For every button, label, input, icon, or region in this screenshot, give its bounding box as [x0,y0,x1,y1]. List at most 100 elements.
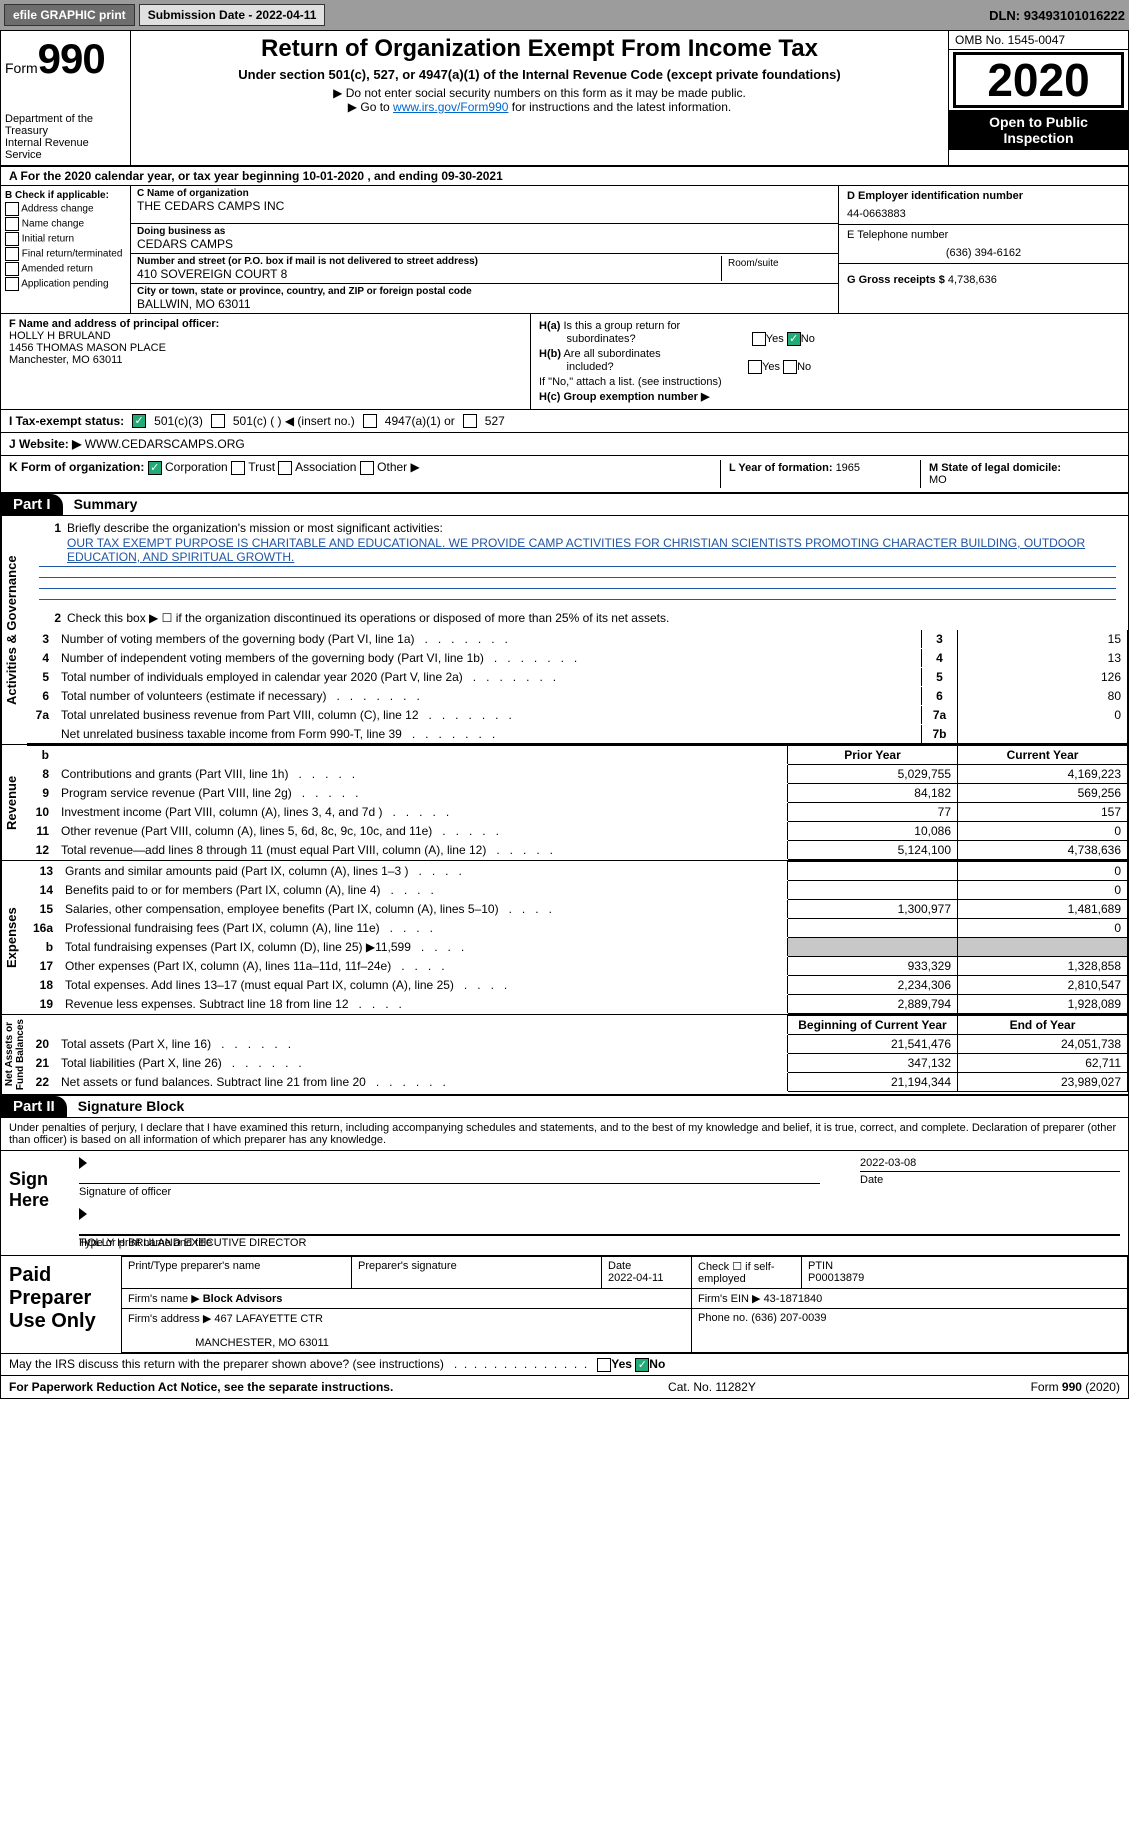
hb-note: If "No," attach a list. (see instruction… [539,376,1120,388]
table-row: 4Number of independent voting members of… [27,649,1128,668]
paid-preparer-block: PaidPreparerUse Only Print/Type preparer… [1,1255,1128,1353]
dba: CEDARS CAMPS [137,237,832,251]
may-yes[interactable] [597,1358,611,1372]
footer-left: For Paperwork Reduction Act Notice, see … [9,1380,393,1394]
cb-app[interactable]: Application pending [5,277,126,291]
cb-amend[interactable]: Amended return [5,262,126,276]
org-name-label: C Name of organization [137,188,832,199]
section-bcd: B Check if applicable: Address change Na… [1,186,1128,314]
header-left: Form990 Department of theTreasuryInterna… [1,31,131,165]
officer-addr2: Manchester, MO 63011 [9,354,123,366]
ein-label: D Employer identification number [847,190,1023,202]
table-row: 11Other revenue (Part VIII, column (A), … [27,822,1128,841]
table-row: 6Total number of volunteers (estimate if… [27,687,1128,706]
may-discuss-row: May the IRS discuss this return with the… [1,1353,1128,1375]
irs-link[interactable]: www.irs.gov/Form990 [393,100,508,114]
room-suite: Room/suite [722,256,832,281]
cb-final[interactable]: Final return/terminated [5,247,126,261]
section-b: B Check if applicable: Address change Na… [1,186,131,313]
p-check[interactable]: Check ☐ if self-employed [692,1257,802,1289]
hb-no[interactable] [783,360,797,374]
p-ptin: P00013879 [808,1272,864,1284]
sig-officer-label: Signature of officer [79,1186,820,1198]
row-l: L Year of formation: 1965 [720,460,920,488]
vlabel-na: Net Assets orFund Balances [1,1015,27,1094]
row-k: K Form of organization: ✓ Corporation Tr… [1,456,1128,494]
table-row: 7aTotal unrelated business revenue from … [27,706,1128,725]
firm-phone: (636) 207-0039 [751,1312,826,1324]
sign-here-block: SignHere Signature of officer 2022-03-08… [1,1151,1128,1255]
k-assoc[interactable] [278,461,292,475]
cb-addr[interactable]: Address change [5,202,126,216]
form-label: Form [5,60,38,76]
vlabel-agov: Activities & Governance [1,516,27,744]
efile-print-button[interactable]: efile GRAPHIC print [4,4,135,26]
q1-answer: OUR TAX EXEMPT PURPOSE IS CHARITABLE AND… [39,536,1116,564]
ha-no[interactable]: ✓ [787,332,801,346]
table-row: bTotal fundraising expenses (Part IX, co… [27,938,1128,957]
part1-header-row: Part I Summary [1,494,1128,516]
cb-init[interactable]: Initial return [5,232,126,246]
street: 410 SOVEREIGN COURT 8 [137,267,721,281]
row-i: I Tax-exempt status: ✓ 501(c)(3) 501(c) … [1,410,1128,433]
table-row: Net unrelated business taxable income fr… [27,725,1128,744]
i-501c[interactable] [211,414,225,428]
tbl-agov: 3Number of voting members of the governi… [27,630,1128,744]
k-trust[interactable] [231,461,245,475]
officer-name: HOLLY H BRULAND [9,330,111,342]
omb: OMB No. 1545-0047 [949,31,1128,50]
sign-here-label: SignHere [1,1151,71,1255]
i-4947[interactable] [363,414,377,428]
may-no[interactable]: ✓ [635,1358,649,1372]
hb-yes[interactable] [748,360,762,374]
k-corp[interactable]: ✓ [148,461,162,475]
sub-date-value: 2022-04-11 [256,8,317,22]
part1-exp: Expenses 13Grants and similar amounts pa… [1,861,1128,1015]
table-row: 9Program service revenue (Part VIII, lin… [27,784,1128,803]
cb-name[interactable]: Name change [5,217,126,231]
org-name: THE CEDARS CAMPS INC [137,199,832,213]
footer: For Paperwork Reduction Act Notice, see … [1,1375,1128,1398]
table-row: 22Net assets or fund balances. Subtract … [27,1073,1128,1092]
table-row: 18Total expenses. Add lines 13–17 (must … [27,976,1128,995]
form-page: Form990 Department of theTreasuryInterna… [0,30,1129,1399]
firm-name: Block Advisors [203,1293,283,1305]
ein: 44-0663883 [847,208,1120,220]
tbl-exp: 13Grants and similar amounts paid (Part … [27,861,1128,1014]
part2-hdr: Part II [1,1096,67,1117]
dept: Department of theTreasuryInternal Revenu… [5,113,126,161]
subtitle: Under section 501(c), 527, or 4947(a)(1)… [139,67,940,82]
part1-na: Net Assets orFund Balances Beginning of … [1,1015,1128,1096]
firm-ein: 43-1871840 [764,1293,823,1305]
note2: ▶ Go to www.irs.gov/Form990 for instruct… [139,100,940,114]
sig-date: 2022-03-08 [860,1157,1120,1171]
table-row: 10Investment income (Part VIII, column (… [27,803,1128,822]
p-name-lbl: Print/Type preparer's name [122,1257,352,1289]
part1-hdr: Part I [1,494,63,515]
i-501c3[interactable]: ✓ [132,414,146,428]
p-date: 2022-04-11 [608,1272,663,1284]
firm-city: MANCHESTER, MO 63011 [195,1337,329,1349]
city-label: City or town, state or province, country… [137,286,832,297]
form-number: 990 [38,35,105,82]
city: BALLWIN, MO 63011 [137,297,832,311]
q2: Check this box ▶ ☐ if the organization d… [67,611,669,625]
section-f: F Name and address of principal officer:… [1,314,531,409]
table-row: 15Salaries, other compensation, employee… [27,900,1128,919]
tel-label: E Telephone number [847,229,1120,241]
table-row: 5Total number of individuals employed in… [27,668,1128,687]
submission-date-button[interactable]: Submission Date - 2022-04-11 [139,4,326,26]
tel: (636) 394-6162 [847,247,1120,259]
p-sig-lbl: Preparer's signature [352,1257,602,1289]
date-label: Date [860,1174,1120,1186]
ha-yes[interactable] [752,332,766,346]
row-j: J Website: ▶ WWW.CEDARSCAMPS.ORG [1,433,1128,456]
header: Form990 Department of theTreasuryInterna… [1,31,1128,167]
street-label: Number and street (or P.O. box if mail i… [137,256,721,267]
table-row: 3Number of voting members of the governi… [27,630,1128,649]
vlabel-rev: Revenue [1,745,27,860]
open-to-public: Open to PublicInspection [949,110,1128,150]
tbl-na: Beginning of Current YearEnd of Year20To… [27,1015,1128,1092]
i-527[interactable] [463,414,477,428]
k-other[interactable] [360,461,374,475]
